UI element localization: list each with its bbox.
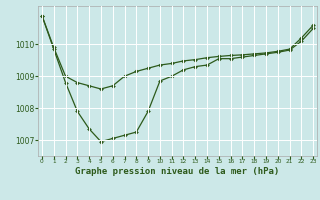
X-axis label: Graphe pression niveau de la mer (hPa): Graphe pression niveau de la mer (hPa) (76, 167, 280, 176)
